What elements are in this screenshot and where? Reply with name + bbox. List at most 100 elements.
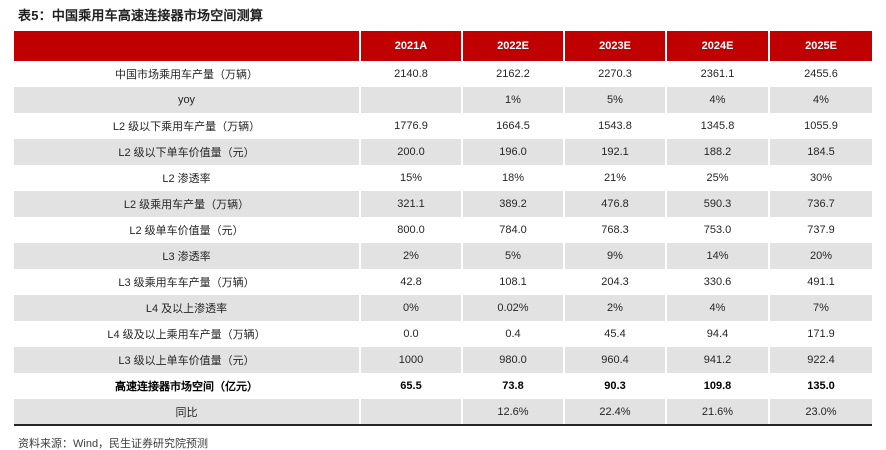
table-row: 高速连接器市场空间（亿元） 65.5 73.8 90.3 109.8 135.0	[14, 373, 872, 399]
cell-value: 204.3	[563, 269, 666, 295]
cell-value: 108.1	[461, 269, 564, 295]
header-cell-2021a: 2021A	[359, 31, 462, 61]
row-label: L2 级以下乘用车产量（万辆）	[14, 113, 360, 139]
cell-value: 200.0	[359, 139, 462, 165]
table-row: L4 及以上渗透率 0% 0.02% 2% 4% 7%	[14, 295, 872, 321]
cell-value: 321.1	[359, 191, 462, 217]
table-row: L3 级乘用车车产量（万辆） 42.8 108.1 204.3 330.6 491.1	[14, 269, 872, 295]
row-label: L3 级乘用车车产量（万辆）	[14, 269, 360, 295]
table-row: L2 级以下单车价值量（元） 200.0 196.0 192.1 188.2 184.5	[14, 139, 872, 165]
cell-value: 5%	[563, 87, 666, 113]
cell-value: 135.0	[768, 373, 872, 399]
cell-value: 7%	[768, 295, 872, 321]
row-label: L3 级以上单车价值量（元）	[14, 347, 360, 373]
cell-value: 0%	[359, 295, 462, 321]
header-cell-metric	[14, 31, 360, 61]
row-label: L2 级单车价值量（元）	[14, 217, 360, 243]
cell-value: 25%	[665, 165, 769, 191]
cell-value: 2140.8	[359, 61, 462, 87]
market-forecast-table: 2021A 2022E 2023E 2024E 2025E 中国市场乘用车产量（…	[14, 31, 872, 426]
cell-value: 18%	[461, 165, 564, 191]
cell-value: 21.6%	[665, 399, 769, 426]
cell-value: 2455.6	[768, 61, 872, 87]
header-cell-2022e: 2022E	[461, 31, 564, 61]
cell-value: 1664.5	[461, 113, 564, 139]
cell-value: 2361.1	[665, 61, 769, 87]
cell-value: 45.4	[563, 321, 666, 347]
cell-value: 980.0	[461, 347, 564, 373]
cell-value: 800.0	[359, 217, 462, 243]
cell-value: 171.9	[768, 321, 872, 347]
cell-value: 2%	[359, 243, 462, 269]
table-row: 同比 12.6% 22.4% 21.6% 23.0%	[14, 399, 872, 426]
cell-value: 753.0	[665, 217, 769, 243]
cell-value: 2%	[563, 295, 666, 321]
row-label: 中国市场乘用车产量（万辆）	[14, 61, 360, 87]
cell-value: 90.3	[563, 373, 666, 399]
cell-value: 4%	[665, 87, 769, 113]
cell-value: 192.1	[563, 139, 666, 165]
cell-value	[359, 399, 462, 426]
data-table-wrapper: 2021A 2022E 2023E 2024E 2025E 中国市场乘用车产量（…	[14, 31, 872, 426]
cell-value	[359, 87, 462, 113]
cell-value: 42.8	[359, 269, 462, 295]
cell-value: 941.2	[665, 347, 769, 373]
cell-value: 184.5	[768, 139, 872, 165]
header-cell-2025e: 2025E	[768, 31, 872, 61]
table-row: 中国市场乘用车产量（万辆） 2140.8 2162.2 2270.3 2361.1 245…	[14, 61, 872, 87]
table-row: L4 级及以上乘用车产量（万辆） 0.0 0.4 45.4 94.4 171.9	[14, 321, 872, 347]
cell-value: 30%	[768, 165, 872, 191]
cell-value: 22.4%	[563, 399, 666, 426]
table-row: L3 渗透率 2% 5% 9% 14% 20%	[14, 243, 872, 269]
cell-value: 736.7	[768, 191, 872, 217]
header-cell-2024e: 2024E	[665, 31, 769, 61]
cell-value: 5%	[461, 243, 564, 269]
row-label: L2 渗透率	[14, 165, 360, 191]
cell-value: 1543.8	[563, 113, 666, 139]
row-label: L2 级乘用车产量（万辆）	[14, 191, 360, 217]
cell-value: 65.5	[359, 373, 462, 399]
cell-value: 73.8	[461, 373, 564, 399]
cell-value: 389.2	[461, 191, 564, 217]
table-row: L2 渗透率 15% 18% 21% 25% 30%	[14, 165, 872, 191]
cell-value: 20%	[768, 243, 872, 269]
table-title: 表5：中国乘用车高速连接器市场空间测算	[18, 8, 264, 23]
cell-value: 590.3	[665, 191, 769, 217]
row-label: L4 级及以上乘用车产量（万辆）	[14, 321, 360, 347]
cell-value: 491.1	[768, 269, 872, 295]
cell-value: 1000	[359, 347, 462, 373]
cell-value: 476.8	[563, 191, 666, 217]
table-header: 2021A 2022E 2023E 2024E 2025E	[14, 31, 872, 61]
row-label: L2 级以下单车价值量（元）	[14, 139, 360, 165]
cell-value: 1055.9	[768, 113, 872, 139]
table-row: L2 级单车价值量（元） 800.0 784.0 768.3 753.0 737.9	[14, 217, 872, 243]
cell-value: 4%	[665, 295, 769, 321]
row-label: yoy	[14, 87, 360, 113]
cell-value: 0.02%	[461, 295, 564, 321]
cell-value: 94.4	[665, 321, 769, 347]
cell-value: 1345.8	[665, 113, 769, 139]
table-row: L2 级乘用车产量（万辆） 321.1 389.2 476.8 590.3 736.7	[14, 191, 872, 217]
cell-value: 23.0%	[768, 399, 872, 426]
row-label: 同比	[14, 399, 360, 426]
table-row: yoy 1% 5% 4% 4%	[14, 87, 872, 113]
cell-value: 21%	[563, 165, 666, 191]
cell-value: 9%	[563, 243, 666, 269]
cell-value: 0.0	[359, 321, 462, 347]
cell-value: 196.0	[461, 139, 564, 165]
table-row: L3 级以上单车价值量（元） 1000 980.0 960.4 941.2 922.4	[14, 347, 872, 373]
source-note: 资料来源：Wind，民生证券研究院预测	[18, 438, 209, 450]
cell-value: 4%	[768, 87, 872, 113]
cell-value: 12.6%	[461, 399, 564, 426]
cell-value: 14%	[665, 243, 769, 269]
cell-value: 2162.2	[461, 61, 564, 87]
cell-value: 1776.9	[359, 113, 462, 139]
cell-value: 188.2	[665, 139, 769, 165]
cell-value: 768.3	[563, 217, 666, 243]
cell-value: 2270.3	[563, 61, 666, 87]
row-label: 高速连接器市场空间（亿元）	[14, 373, 360, 399]
cell-value: 0.4	[461, 321, 564, 347]
cell-value: 737.9	[768, 217, 872, 243]
row-label: L4 及以上渗透率	[14, 295, 360, 321]
